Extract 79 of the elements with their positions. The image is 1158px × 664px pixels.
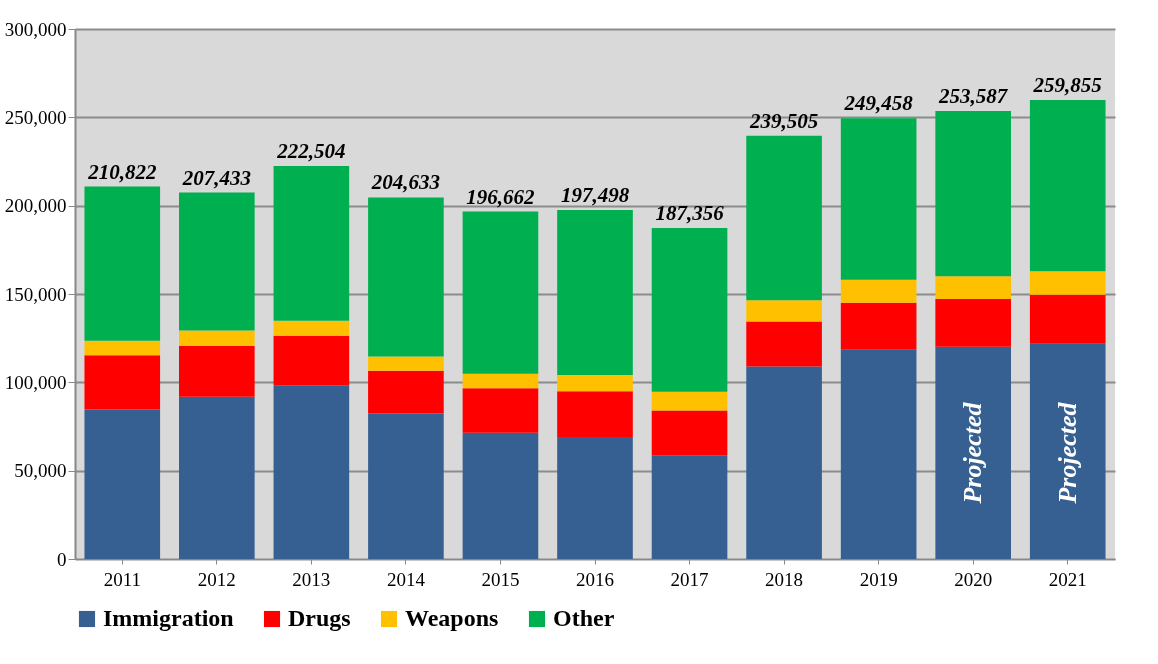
bar (84, 340, 161, 356)
bar (84, 186, 161, 341)
total-label: 259,855 (1032, 72, 1102, 97)
x-tick-label: 2011 (103, 568, 141, 590)
bar (651, 455, 728, 559)
bar (557, 391, 633, 437)
bar (840, 302, 917, 350)
bar (179, 396, 255, 559)
y-tick-label: 150,000 (4, 283, 67, 305)
annotation: Projected (958, 401, 988, 505)
bar (840, 349, 917, 559)
total-label: 249,458 (843, 91, 914, 116)
x-tick-label: 2017 (670, 568, 709, 590)
total-label: 187,356 (655, 201, 725, 225)
bar (746, 321, 822, 367)
y-tick-label: 250,000 (4, 106, 67, 128)
bar (273, 335, 350, 386)
x-tick-label: 2021 (1048, 568, 1087, 590)
bar (368, 197, 444, 357)
bar (557, 436, 633, 559)
bar (462, 432, 539, 559)
bar (651, 228, 728, 392)
bar (935, 298, 1011, 347)
bar (746, 300, 822, 322)
x-tick-label: 2018 (765, 568, 804, 590)
bar (84, 409, 161, 559)
x-tick-label: 2013 (292, 568, 331, 590)
legend-label: Drugs (288, 605, 351, 631)
y-tick-label: 300,000 (4, 18, 67, 40)
total-label: 253,587 (938, 84, 1009, 108)
bar (1029, 343, 1106, 559)
bar (462, 211, 539, 374)
bar (935, 111, 1011, 277)
bar (557, 210, 633, 375)
annotation: Projected (1052, 401, 1082, 505)
total-label: 204,633 (370, 170, 441, 195)
x-tick-label: 2019 (859, 568, 898, 590)
x-tick-label: 2012 (197, 568, 236, 590)
bar (1029, 99, 1106, 272)
x-tick-label: 2015 (481, 568, 520, 590)
bar (840, 118, 917, 280)
bar (746, 366, 822, 559)
bar (462, 373, 539, 389)
bar (179, 330, 255, 346)
total-label: 239,505 (748, 108, 819, 133)
bar (179, 192, 255, 331)
bar (935, 346, 1011, 559)
total-label: 197,498 (560, 183, 630, 208)
x-tick-label: 2020 (954, 568, 993, 590)
x-tick-label: 2014 (386, 568, 426, 590)
legend-label: Weapons (405, 605, 499, 631)
legend-label: Other (553, 605, 615, 631)
bar (1029, 271, 1106, 295)
bar (368, 413, 444, 559)
total-label: 207,433 (181, 165, 251, 190)
y-tick-label: 200,000 (4, 195, 67, 217)
bar (746, 135, 822, 301)
bar (651, 391, 728, 411)
bar (935, 276, 1011, 299)
bar (84, 355, 161, 410)
bar (273, 385, 350, 559)
bar (557, 374, 633, 392)
bar (179, 345, 255, 397)
bar (273, 320, 350, 336)
y-tick-label: 50,000 (14, 460, 67, 482)
total-label: 210,822 (87, 159, 157, 184)
y-tick-label: 0 (57, 548, 67, 570)
total-label: 196,662 (466, 184, 536, 209)
bar (840, 279, 917, 303)
bar (273, 165, 350, 321)
bar (1029, 294, 1106, 344)
legend-label: Immigration (103, 605, 234, 631)
bar (368, 356, 444, 371)
bar (462, 388, 539, 433)
total-label: 222,504 (276, 138, 346, 163)
x-tick-label: 2016 (576, 568, 614, 590)
bar (651, 410, 728, 456)
bar (368, 370, 444, 414)
y-tick-label: 100,000 (4, 371, 67, 393)
